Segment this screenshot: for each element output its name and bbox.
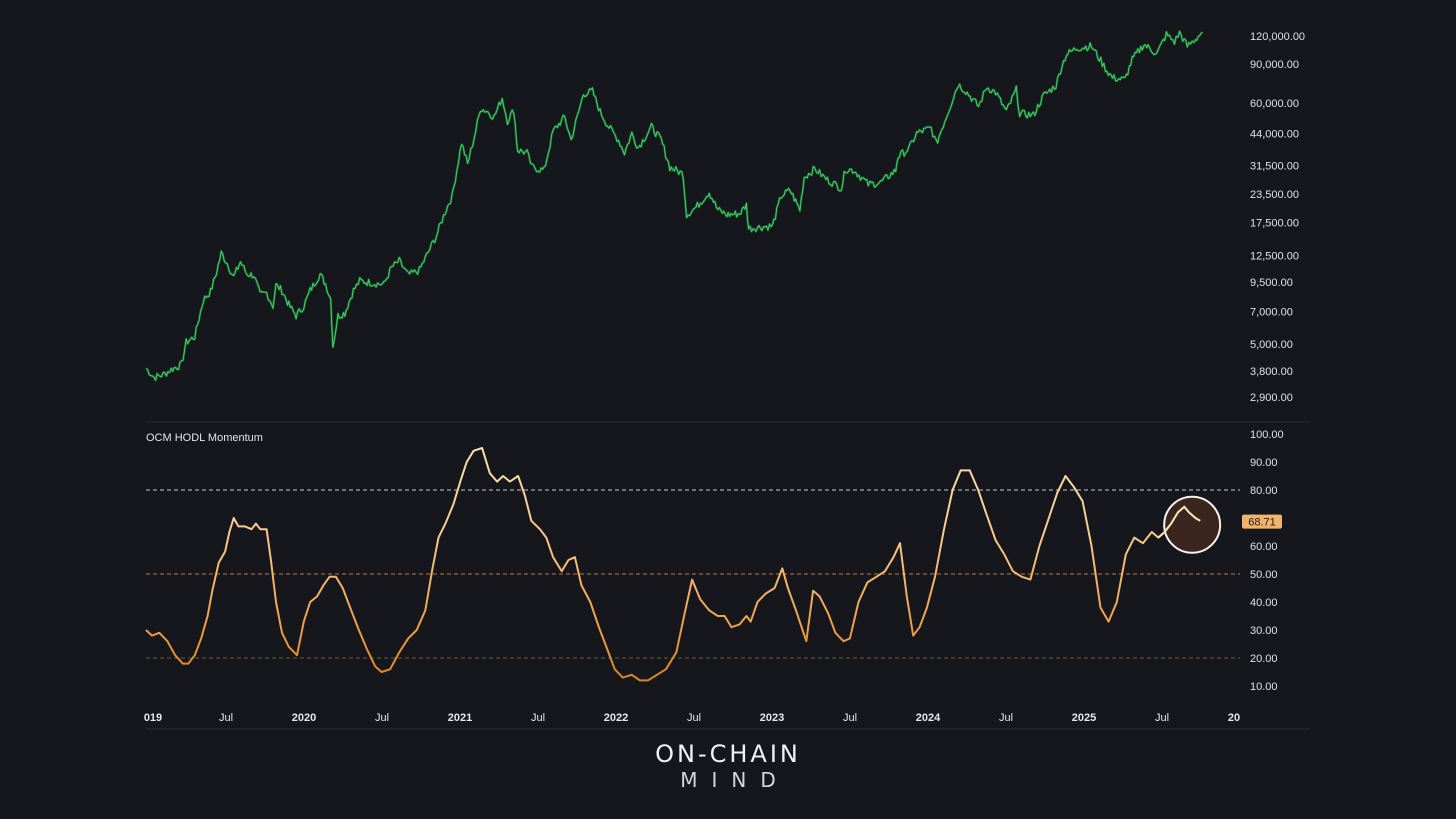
momentum-tick-label: 80.00: [1250, 485, 1278, 497]
price-tick-label: 17,500.00: [1250, 218, 1299, 230]
time-tick-label: 2020: [292, 712, 316, 724]
time-tick-label: Jul: [999, 712, 1013, 724]
price-tick-label: 7,000.00: [1250, 307, 1293, 319]
price-tick-label: 23,500.00: [1250, 189, 1299, 201]
price-tick-label: 5,000.00: [1250, 339, 1293, 351]
price-tick-label: 60,000.00: [1250, 98, 1299, 110]
momentum-tick-label: 20.00: [1250, 653, 1278, 665]
price-tick-label: 120,000.00: [1250, 31, 1305, 43]
momentum-tick-label: 40.00: [1250, 597, 1278, 609]
price-panel: 120,000.00 90,000.00 60,000.00 44,000.00 31,…: [145, 30, 1305, 404]
time-tick-label: 20: [1228, 712, 1240, 724]
price-tick-label: 9,500.00: [1250, 277, 1293, 289]
time-tick-label: 2023: [760, 712, 784, 724]
brand-logo-line1: ON-CHAIN: [655, 740, 801, 768]
momentum-tick-label: 60.00: [1250, 541, 1278, 553]
momentum-panel: OCM HODL Momentum100.0090.0080.0070.0060…: [145, 429, 1284, 693]
time-tick-label: Jul: [687, 712, 701, 724]
time-tick-label: 2025: [1072, 712, 1096, 724]
time-axis: 019 Jul 2020 Jul 2021 Jul 2022 Jul 2023 Jul 2024 Ju…: [144, 712, 1240, 724]
last-value-badge: [1242, 514, 1282, 529]
last-value-label: 68.71: [1248, 517, 1276, 529]
time-tick-label: Jul: [219, 712, 233, 724]
momentum-title: OCM HODL Momentum: [146, 432, 263, 444]
highlight-circle: [1163, 495, 1222, 554]
price-tick-label: 2,900.00: [1250, 392, 1293, 404]
time-tick-label: 2022: [604, 712, 628, 724]
time-tick-label: Jul: [843, 712, 857, 724]
momentum-tick-label: 100.00: [1250, 429, 1284, 441]
momentum-tick-label: 30.00: [1250, 625, 1278, 637]
momentum-tick-label: 90.00: [1250, 457, 1278, 469]
time-tick-label: Jul: [1155, 712, 1169, 724]
time-tick-label: 019: [144, 712, 162, 724]
price-tick-label: 31,500.00: [1250, 161, 1299, 173]
time-tick-label: 2021: [448, 712, 472, 724]
time-tick-label: Jul: [531, 712, 545, 724]
brand-logo-line2: MIND: [680, 768, 790, 792]
price-tick-label: 12,500.00: [1250, 250, 1299, 262]
momentum-series-line: [145, 447, 1201, 682]
price-series-line: [145, 30, 1203, 381]
price-tick-label: 90,000.00: [1250, 59, 1299, 71]
time-tick-label: 2024: [916, 712, 941, 724]
momentum-tick-label: 10.00: [1250, 681, 1278, 693]
momentum-tick-label: 50.00: [1250, 569, 1278, 581]
price-tick-label: 44,000.00: [1250, 128, 1299, 140]
price-series-shadow: [145, 30, 1204, 382]
price-tick-label: 3,800.00: [1250, 366, 1293, 378]
momentum-tail-line: [1157, 505, 1201, 539]
time-tick-label: Jul: [375, 712, 389, 724]
